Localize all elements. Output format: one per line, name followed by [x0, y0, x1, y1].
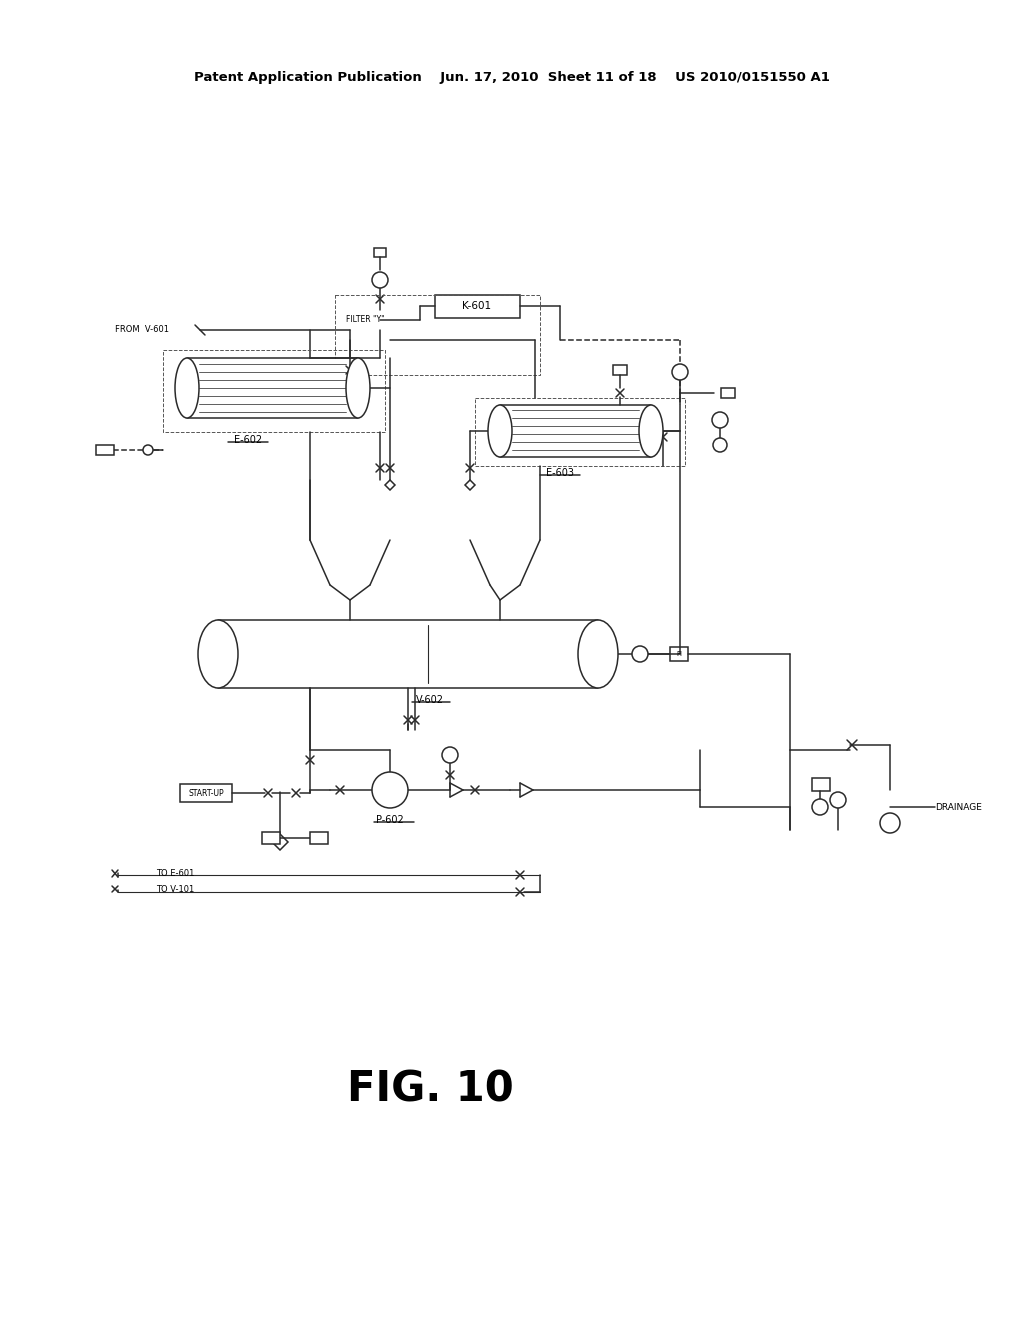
Circle shape — [442, 747, 458, 763]
Ellipse shape — [346, 358, 370, 418]
Bar — [187, 359, 358, 417]
Text: FI: FI — [676, 651, 682, 657]
Text: FILTER "Y": FILTER "Y" — [346, 314, 385, 323]
Bar — [96, 445, 114, 455]
Ellipse shape — [639, 405, 663, 457]
Bar — [670, 647, 688, 661]
Circle shape — [372, 772, 408, 808]
Text: V-602: V-602 — [416, 696, 444, 705]
Text: P-602: P-602 — [376, 814, 403, 825]
Bar — [310, 832, 328, 843]
Ellipse shape — [578, 620, 618, 688]
Text: TO E-601: TO E-601 — [156, 869, 195, 878]
Text: TO V-101: TO V-101 — [156, 886, 195, 895]
Bar — [218, 620, 598, 686]
Bar — [335, 294, 540, 375]
Polygon shape — [385, 480, 395, 490]
Ellipse shape — [198, 620, 238, 688]
Text: FIG. 10: FIG. 10 — [347, 1069, 513, 1111]
Bar — [500, 407, 651, 455]
Ellipse shape — [488, 405, 512, 457]
Circle shape — [880, 813, 900, 833]
Bar — [163, 350, 385, 432]
Polygon shape — [272, 834, 288, 850]
Circle shape — [712, 412, 728, 428]
Polygon shape — [465, 480, 475, 490]
Ellipse shape — [175, 358, 199, 418]
Text: Patent Application Publication    Jun. 17, 2010  Sheet 11 of 18    US 2010/01515: Patent Application Publication Jun. 17, … — [195, 71, 829, 84]
Bar — [435, 294, 520, 318]
Bar — [374, 248, 386, 257]
Circle shape — [830, 792, 846, 808]
Circle shape — [713, 438, 727, 451]
Circle shape — [372, 272, 388, 288]
Bar — [262, 832, 280, 843]
Bar — [812, 777, 830, 791]
Bar — [180, 784, 232, 803]
Text: K-601: K-601 — [463, 301, 492, 312]
Text: DRAINAGE: DRAINAGE — [935, 803, 982, 812]
Circle shape — [672, 364, 688, 380]
Text: FROM  V-601: FROM V-601 — [115, 326, 169, 334]
Bar — [613, 366, 627, 375]
Circle shape — [143, 445, 153, 455]
Text: E-603: E-603 — [546, 469, 574, 478]
Bar — [475, 399, 685, 466]
Text: E-602: E-602 — [233, 436, 262, 445]
Circle shape — [632, 645, 648, 663]
Bar — [721, 388, 735, 399]
Circle shape — [812, 799, 828, 814]
Text: START-UP: START-UP — [188, 788, 224, 797]
